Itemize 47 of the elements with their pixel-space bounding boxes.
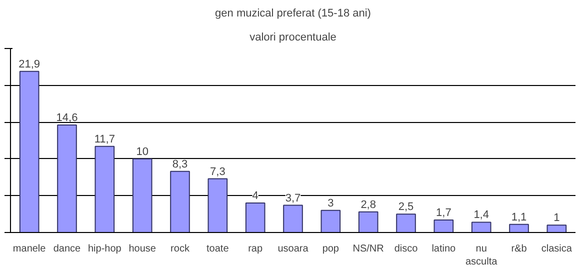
bar (358, 211, 378, 232)
x-tick-label: manele (12, 244, 46, 254)
bar (170, 170, 190, 232)
data-label: 8,3 (172, 158, 188, 170)
x-tick-label: rap (248, 244, 263, 254)
data-label: 2,8 (360, 198, 376, 211)
bar (396, 214, 416, 232)
bar (509, 224, 529, 232)
data-label: 3 (328, 197, 334, 210)
x-tick-label: pop (322, 244, 340, 254)
bar (132, 158, 152, 232)
x-tick-label: house (128, 244, 156, 254)
bar (471, 222, 492, 232)
x-tick-label: dance (53, 244, 82, 254)
data-label: 7,3 (210, 166, 226, 178)
data-label: 2,5 (398, 201, 414, 214)
bar (208, 178, 228, 232)
bar (19, 70, 40, 232)
data-label: 3,7 (285, 192, 301, 204)
chart-title: gen muzical preferat (15-18 ani) (215, 8, 371, 20)
data-label: 11,7 (94, 133, 115, 146)
x-tick-label: nu asculta (465, 244, 498, 268)
x-tick-label: toate (206, 244, 230, 254)
x-tick-label: rock (170, 244, 190, 254)
data-label: 4 (252, 190, 258, 202)
x-tick-label: latino (432, 244, 456, 254)
data-label: 1,4 (474, 209, 489, 222)
bar (434, 219, 454, 232)
data-label: 21,9 (18, 58, 40, 70)
bar (283, 204, 303, 232)
x-tick-label: r&b (511, 244, 528, 254)
bar (546, 224, 567, 232)
x-tick-label: usoara (278, 244, 309, 254)
chart-subtitle: valori procentuale (250, 32, 336, 44)
data-label: 10 (136, 146, 148, 158)
data-label: 1 (554, 212, 560, 224)
data-label: 1,7 (436, 206, 452, 219)
x-tick-label: NS/NR (352, 244, 384, 254)
bar (94, 146, 115, 232)
x-tick-label: hip-hop (88, 244, 122, 254)
data-label: 1,1 (511, 211, 527, 224)
bar (245, 202, 266, 232)
data-label: 14,6 (56, 112, 78, 124)
bar (320, 210, 341, 232)
bar (57, 124, 77, 232)
x-tick-label: disco (394, 244, 418, 254)
x-tick-label: clasica (541, 244, 572, 254)
